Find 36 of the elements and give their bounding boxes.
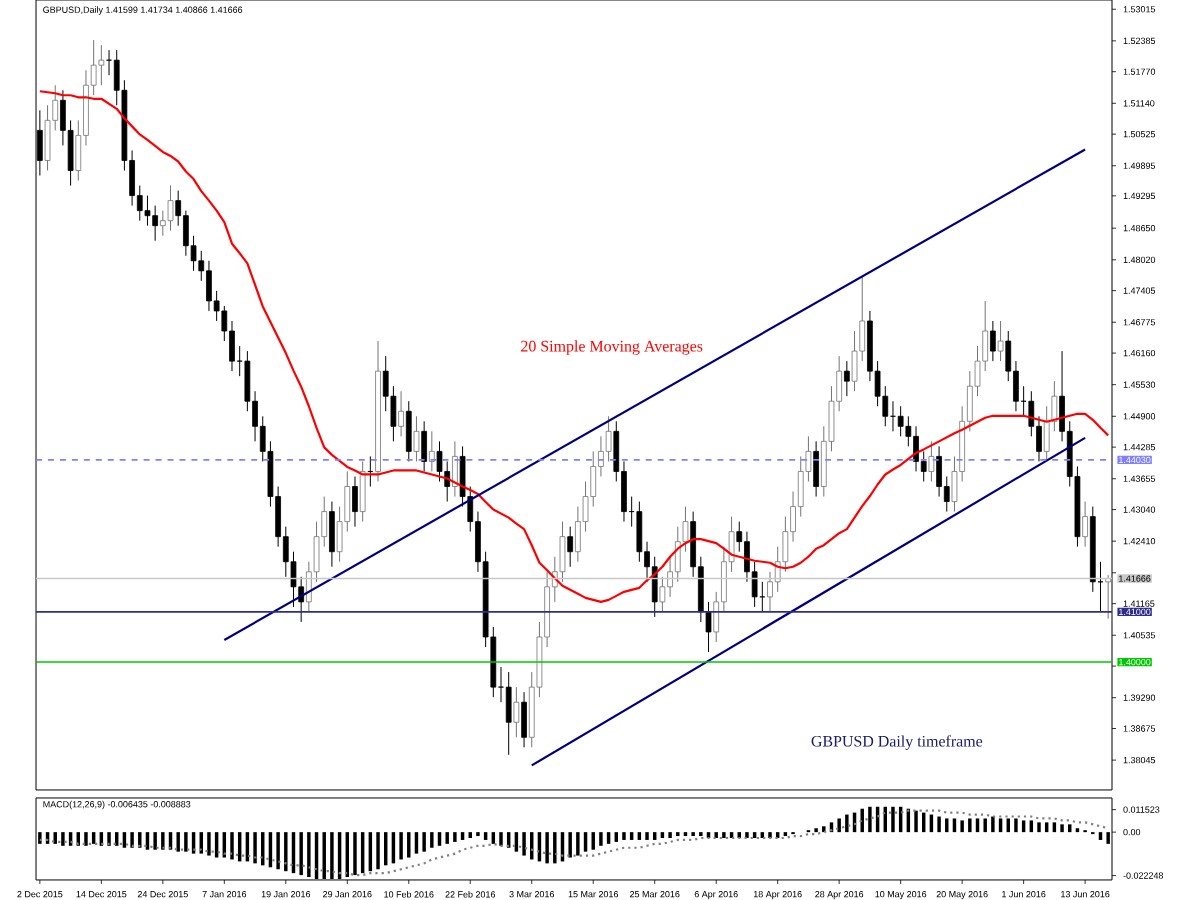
candlestick [352, 475, 358, 528]
candlestick [705, 601, 712, 653]
candlestick [359, 460, 366, 523]
candlestick [1051, 380, 1058, 432]
candlestick [428, 430, 435, 472]
candlestick [990, 320, 996, 362]
candlestick [329, 501, 335, 568]
candlestick [421, 420, 428, 472]
candlestick [167, 185, 174, 232]
candlestick [1043, 405, 1050, 462]
candlestick [567, 526, 574, 568]
candlestick [206, 260, 212, 312]
candlestick [651, 556, 658, 618]
candlestick [997, 320, 1004, 362]
candlestick [44, 104, 51, 172]
candlestick [405, 400, 412, 462]
candlestick [928, 440, 935, 482]
candlestick [559, 521, 566, 583]
candlestick [398, 390, 404, 437]
candlestick [436, 440, 443, 482]
candlestick [152, 205, 158, 242]
candlestick [513, 686, 520, 738]
candlestick [936, 445, 942, 498]
candlestick [413, 415, 420, 462]
candlestick [897, 405, 904, 437]
candlestick [505, 671, 512, 756]
candlestick [521, 691, 527, 748]
candlestick [813, 440, 819, 498]
candlestick [98, 44, 105, 86]
candlestick [1105, 574, 1112, 620]
candlestick [452, 440, 458, 498]
candlestick [674, 526, 681, 583]
candlestick [844, 360, 850, 397]
candlestick [636, 501, 643, 563]
candlestick [913, 425, 919, 472]
candlestick [1082, 501, 1088, 548]
